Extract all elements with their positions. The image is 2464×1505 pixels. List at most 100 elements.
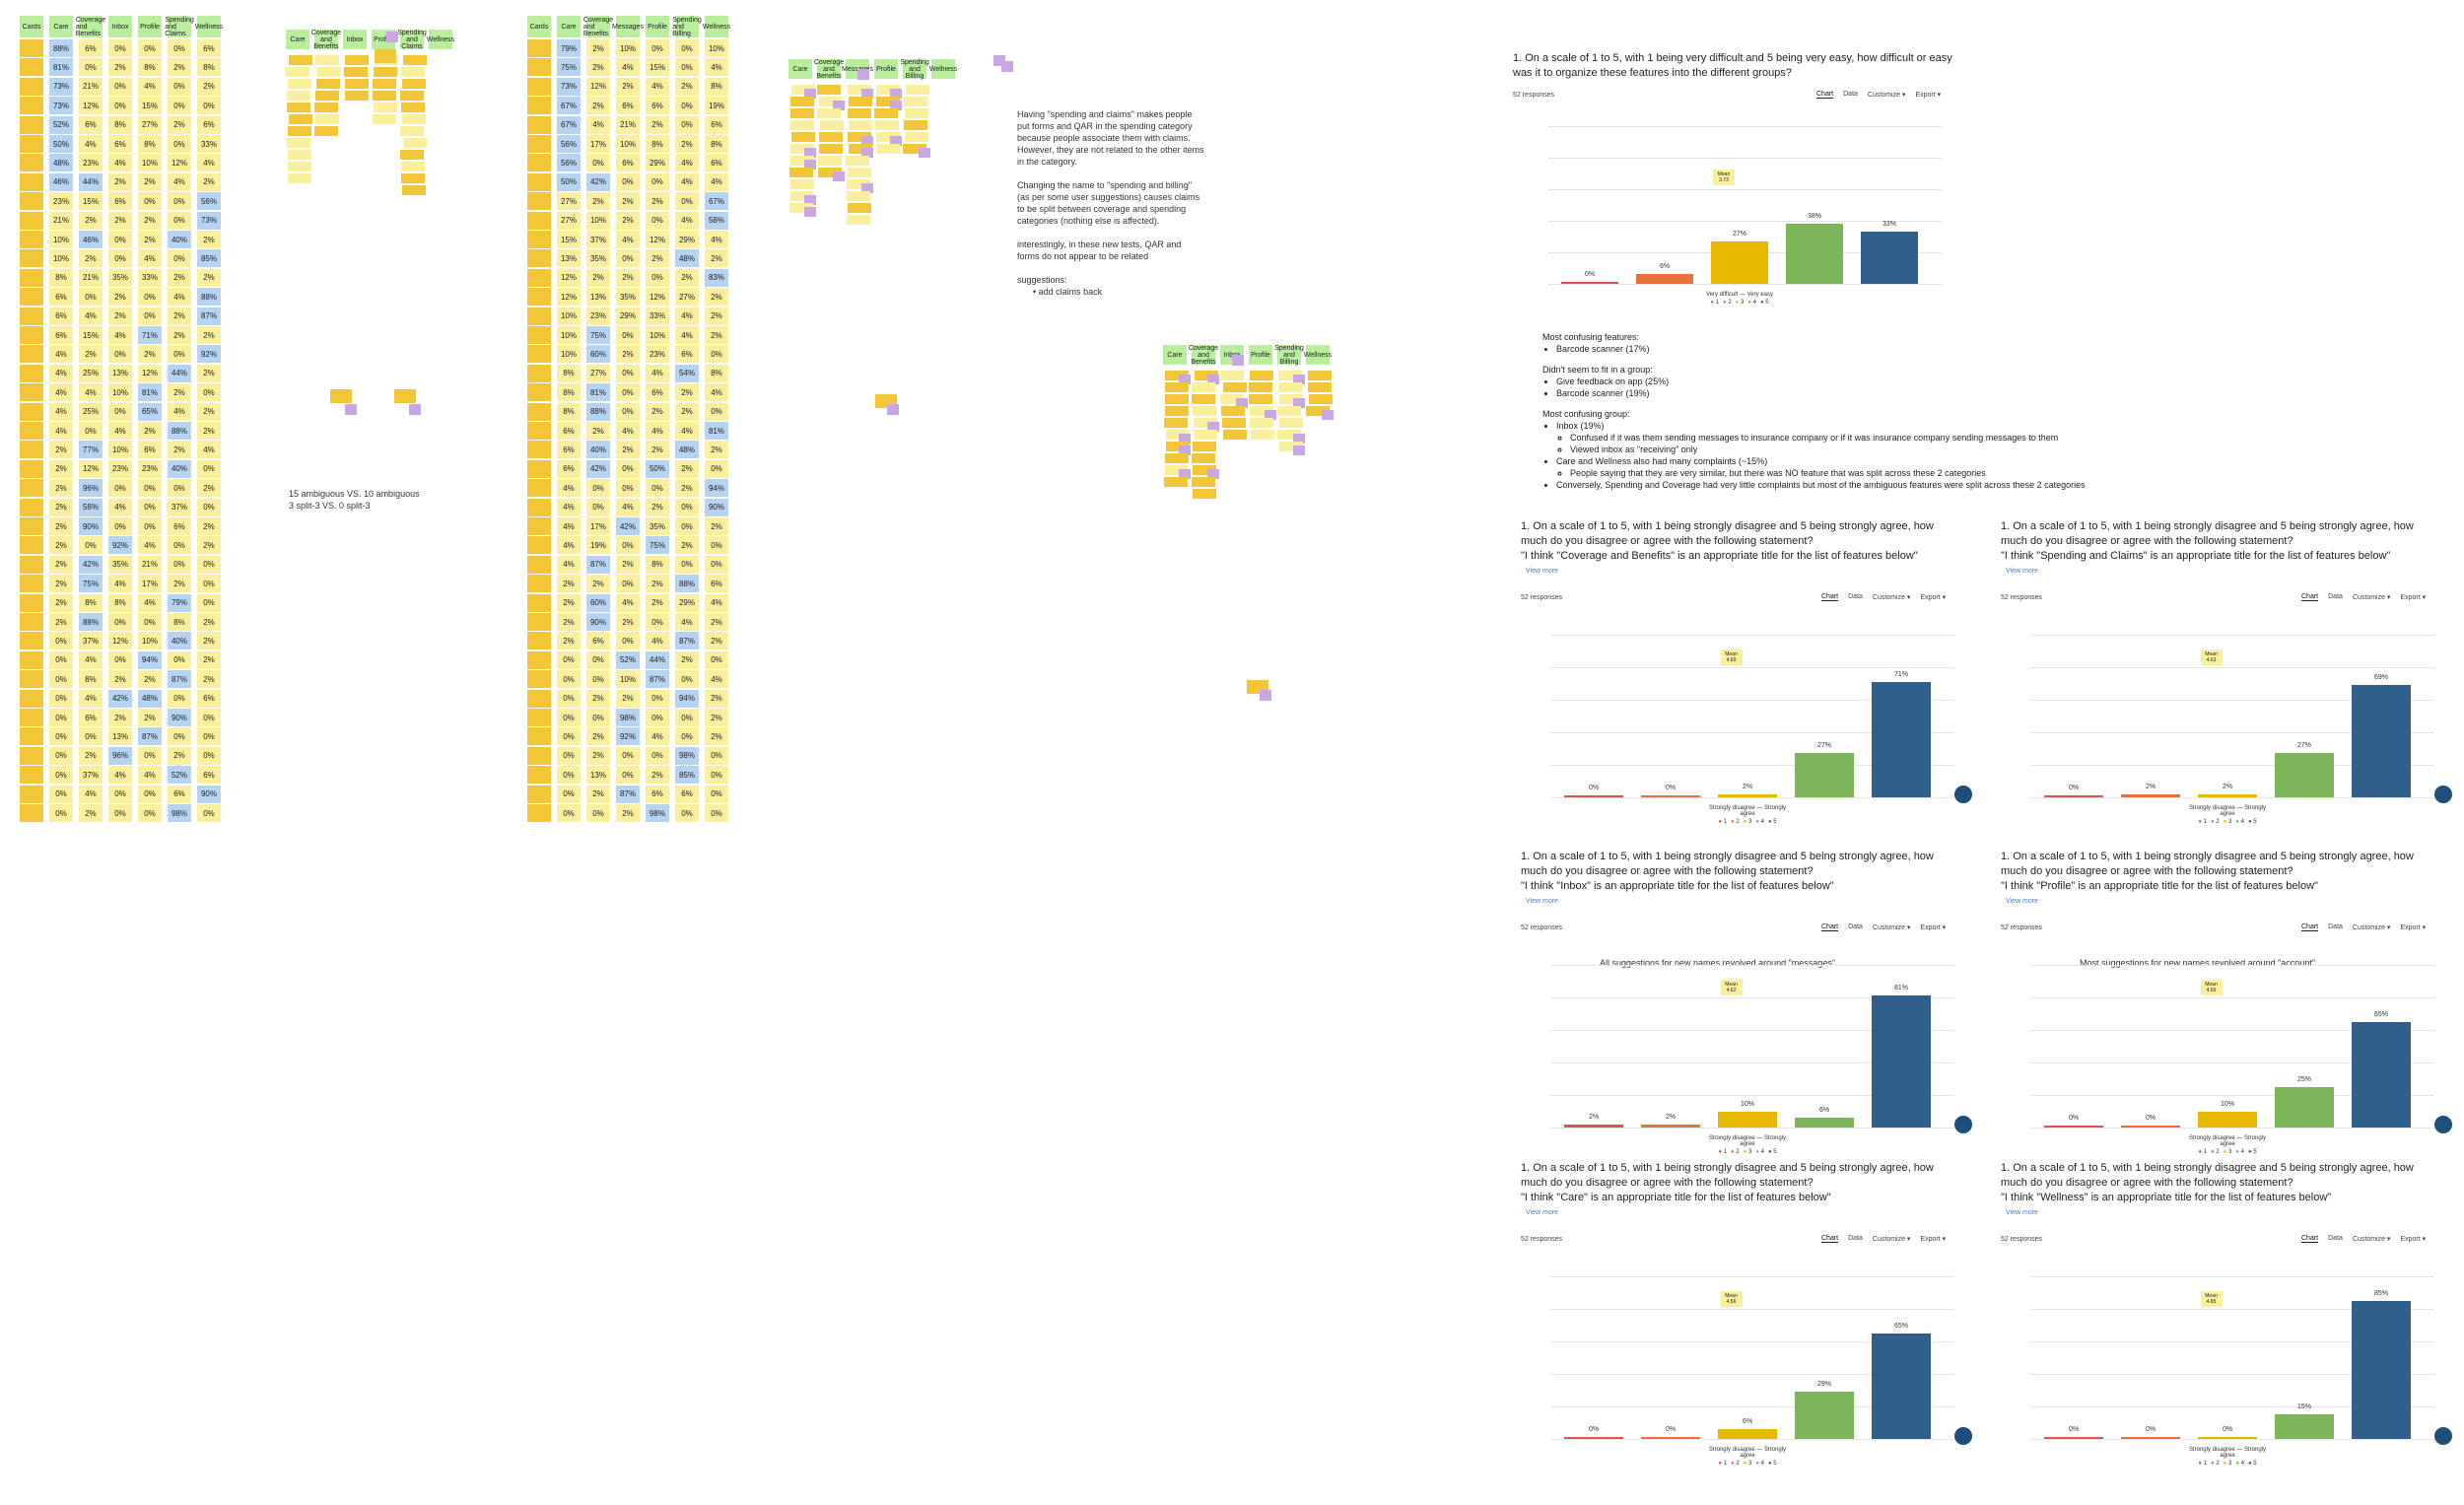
sticky-note: [1194, 371, 1218, 380]
grid-value-cell: 88%: [197, 288, 221, 307]
view-more-link[interactable]: View more: [2006, 568, 2038, 575]
grid-value-cell: 6%: [646, 383, 669, 402]
chart-tab[interactable]: Data: [1848, 924, 1863, 930]
grid-value-cell: 0%: [705, 536, 728, 555]
legend-item-label: 1: [1723, 1149, 1728, 1155]
chart-tab[interactable]: Export ▾: [1920, 924, 1947, 931]
grid-value-cell: 10%: [557, 326, 581, 344]
grid-value-cell: 79%: [557, 39, 581, 57]
chart-tab[interactable]: Export ▾: [1915, 92, 1942, 99]
grid-value-cell: 0%: [49, 804, 73, 822]
comment-note: [861, 183, 873, 193]
chart-tab[interactable]: Customize ▾: [2352, 1236, 2391, 1243]
view-more-link[interactable]: View more: [2006, 1209, 2038, 1216]
chart-tab[interactable]: Data: [2328, 593, 2343, 600]
sticky-note: [288, 79, 312, 89]
sticky-note: [1193, 418, 1217, 428]
grid-value-cell: 0%: [616, 536, 640, 555]
grid-value-cell: 4%: [108, 326, 132, 344]
grid-value-cell: 94%: [675, 689, 699, 708]
grid-row-card: [20, 231, 43, 248]
sticky-note: [402, 79, 427, 89]
comment-note: [861, 136, 873, 146]
chart-tab[interactable]: Customize ▾: [1872, 1236, 1911, 1243]
bar-label: 27%: [1732, 230, 1747, 238]
grid-value-cell: 4%: [168, 288, 191, 307]
chart-tab[interactable]: Chart: [2301, 1235, 2319, 1243]
help-button[interactable]: [2434, 1116, 2452, 1133]
view-more-link[interactable]: View more: [2006, 898, 2038, 905]
sticky-note: [288, 55, 312, 65]
grid-value-cell: 4%: [616, 422, 640, 440]
help-button[interactable]: [1954, 1427, 1972, 1445]
grid-value-cell: 4%: [49, 364, 73, 382]
grid-value-cell: 4%: [79, 785, 103, 803]
analysis-p4: suggestions:: [1017, 275, 1067, 285]
help-button[interactable]: [2434, 786, 2452, 803]
grid-value-cell: 75%: [646, 536, 669, 555]
chart-tab[interactable]: Data: [1848, 1235, 1863, 1242]
chart-tab[interactable]: Data: [2328, 1235, 2343, 1242]
grid-value-cell: 2%: [705, 441, 728, 459]
grid-value-cell: 0%: [108, 249, 132, 268]
chart-tab[interactable]: Chart: [2301, 924, 2319, 931]
sticky-note: [373, 79, 397, 89]
grid-value-cell: 2%: [675, 479, 699, 498]
help-button[interactable]: [2434, 1427, 2452, 1445]
chart-tab[interactable]: Chart: [1816, 91, 1834, 99]
grid-row-card: [20, 804, 43, 822]
view-more-link[interactable]: View more: [1526, 898, 1558, 905]
grid-value-cell: 2%: [586, 422, 610, 440]
chart-tab[interactable]: Data: [2328, 924, 2343, 930]
legend-item: ● 1: [1718, 1149, 1728, 1155]
chart-tab[interactable]: Chart: [1821, 924, 1839, 931]
chart-tab[interactable]: Customize ▾: [1872, 924, 1911, 931]
chart-tab[interactable]: Customize ▾: [1872, 594, 1911, 601]
chart-tab[interactable]: Customize ▾: [2352, 924, 2391, 931]
grid-row-card: [527, 211, 551, 230]
chart-tab[interactable]: Export ▾: [2400, 1236, 2427, 1243]
grid-value-cell: 8%: [79, 593, 103, 612]
sticky-note: [1278, 371, 1303, 380]
comment-note: [804, 89, 816, 99]
board-header: Spending and Billing: [900, 58, 929, 80]
grid-value-cell: 4%: [705, 383, 728, 402]
sticky-note: [1307, 382, 1332, 392]
chart-tab[interactable]: Data: [1848, 593, 1863, 600]
grid-value-cell: 58%: [79, 498, 103, 516]
grid-value-cell: 90%: [79, 517, 103, 535]
chart-tab[interactable]: Export ▾: [2400, 594, 2427, 601]
grid-value-cell: 2%: [705, 249, 728, 268]
grid-value-cell: 2%: [168, 441, 191, 459]
board-header: Care: [1163, 345, 1187, 365]
sticky-note: [1165, 442, 1190, 451]
grid-value-cell: 2%: [586, 97, 610, 115]
help-button[interactable]: [1954, 1116, 1972, 1133]
chart-tab[interactable]: Export ▾: [1920, 594, 1947, 601]
grid-value-cell: 2%: [197, 326, 221, 344]
chart-tab[interactable]: Data: [1843, 91, 1858, 98]
sticky-note: [314, 55, 339, 65]
grid-value-cell: 2%: [197, 364, 221, 382]
grid-value-cell: 4%: [646, 632, 669, 650]
view-more-link[interactable]: View more: [1526, 568, 1558, 575]
legend-item: ● 2: [1731, 1461, 1740, 1467]
chart-tab[interactable]: Export ▾: [2400, 924, 2427, 931]
legend-item-label: 2: [2216, 819, 2220, 825]
legend-item: ● 1: [1718, 1461, 1728, 1467]
chart-tab[interactable]: Chart: [2301, 593, 2319, 601]
grid-value-cell: 23%: [646, 345, 669, 364]
grid-value-cell: 2%: [586, 39, 610, 57]
grid-value-cell: 2%: [616, 555, 640, 574]
grid-value-cell: 2%: [586, 746, 610, 765]
chart-tab[interactable]: Chart: [1821, 1235, 1839, 1243]
view-more-link[interactable]: View more: [1526, 1209, 1558, 1216]
chart-tab[interactable]: Customize ▾: [2352, 594, 2391, 601]
chart-tab[interactable]: Customize ▾: [1867, 92, 1906, 99]
chart-tab[interactable]: Chart: [1821, 593, 1839, 601]
help-button[interactable]: [1954, 786, 1972, 803]
grid-value-cell: 8%: [108, 593, 132, 612]
chart-tab[interactable]: Export ▾: [1920, 1236, 1947, 1243]
grid-value-cell: 0%: [108, 517, 132, 535]
grid-value-cell: 21%: [79, 268, 103, 287]
